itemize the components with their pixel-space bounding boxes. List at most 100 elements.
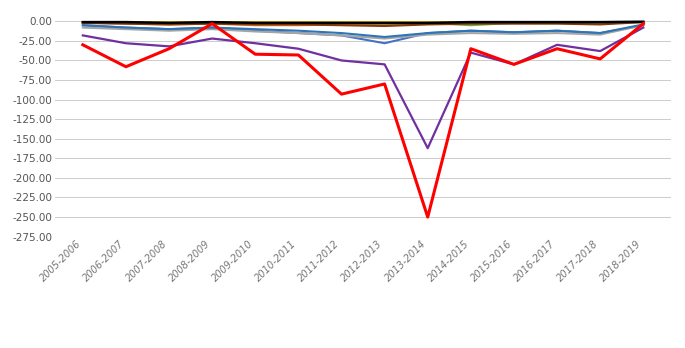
Total: [466, 47, 475, 51]
Diesel oil: [380, 62, 388, 66]
Coke: [596, 21, 604, 25]
Petrol: [553, 31, 561, 35]
Coke: [295, 23, 303, 27]
Total: [596, 57, 604, 61]
Kerosene: [295, 20, 303, 24]
Coke: [510, 21, 518, 25]
Fuel oil: [423, 21, 432, 25]
Diesel oil: [122, 41, 130, 45]
Raw coal: [295, 31, 303, 35]
Coke: [79, 21, 87, 25]
Natural gas: [79, 21, 87, 25]
Liquid gas: [380, 35, 388, 39]
Kerosene: [466, 20, 475, 24]
Total: [251, 52, 260, 56]
Electricity: [338, 21, 346, 25]
Electricity: [165, 21, 173, 25]
Electricity: [208, 20, 216, 24]
Diesel oil: [510, 62, 518, 66]
Liquid gas: [165, 27, 173, 31]
Diesel oil: [251, 41, 260, 45]
Fuel oil: [251, 21, 260, 25]
Fuel oil: [466, 23, 475, 27]
Petrol: [79, 25, 87, 30]
Line: Liquid gas: Liquid gas: [83, 24, 643, 37]
Raw coal: [208, 25, 216, 30]
Liquid gas: [596, 31, 604, 35]
Petrol: [122, 27, 130, 31]
Electricity: [79, 20, 87, 24]
Liquid gas: [423, 31, 432, 35]
Petrol: [165, 29, 173, 33]
Liquid gas: [122, 25, 130, 30]
Petrol: [295, 31, 303, 35]
Fuel oil: [208, 21, 216, 25]
Line: Fuel oil: Fuel oil: [83, 22, 643, 25]
Coke: [251, 23, 260, 27]
Petrol: [338, 33, 346, 38]
Natural gas: [208, 22, 216, 26]
Diesel oil: [295, 47, 303, 51]
Line: Coke: Coke: [83, 22, 643, 25]
Natural gas: [122, 22, 130, 26]
Raw coal: [165, 27, 173, 31]
Diesel oil: [208, 37, 216, 41]
Total: [553, 47, 561, 51]
Liquid gas: [639, 22, 647, 26]
Total: [423, 215, 432, 219]
Diesel oil: [79, 33, 87, 38]
Diesel oil: [165, 44, 173, 48]
Raw coal: [251, 29, 260, 33]
Kerosene: [510, 21, 518, 25]
Kerosene: [122, 20, 130, 24]
Line: Raw coal: Raw coal: [83, 25, 643, 43]
Liquid gas: [510, 30, 518, 34]
Liquid gas: [338, 31, 346, 35]
Fuel oil: [79, 20, 87, 24]
Kerosene: [165, 20, 173, 24]
Total: [208, 22, 216, 26]
Liquid gas: [208, 25, 216, 30]
Natural gas: [380, 24, 388, 28]
Electricity: [122, 20, 130, 24]
Fuel oil: [338, 21, 346, 25]
Kerosene: [251, 20, 260, 24]
Natural gas: [165, 22, 173, 26]
Kerosene: [79, 20, 87, 24]
Fuel oil: [639, 20, 647, 24]
Fuel oil: [295, 21, 303, 25]
Raw coal: [553, 29, 561, 33]
Electricity: [423, 21, 432, 25]
Kerosene: [639, 20, 647, 24]
Kerosene: [423, 20, 432, 24]
Electricity: [553, 20, 561, 24]
Coke: [639, 20, 647, 24]
Line: Petrol: Petrol: [83, 25, 643, 39]
Coke: [380, 23, 388, 27]
Natural gas: [423, 22, 432, 26]
Diesel oil: [466, 50, 475, 55]
Petrol: [596, 33, 604, 37]
Fuel oil: [596, 21, 604, 25]
Line: Electricity: Electricity: [83, 22, 643, 23]
Natural gas: [596, 22, 604, 26]
Petrol: [208, 27, 216, 31]
Total: [295, 53, 303, 57]
Coke: [165, 22, 173, 26]
Raw coal: [122, 25, 130, 30]
Coke: [208, 22, 216, 26]
Electricity: [295, 21, 303, 25]
Natural gas: [295, 22, 303, 26]
Electricity: [639, 19, 647, 24]
Natural gas: [510, 22, 518, 26]
Kerosene: [596, 20, 604, 24]
Petrol: [423, 33, 432, 37]
Fuel oil: [165, 21, 173, 25]
Total: [510, 62, 518, 66]
Petrol: [466, 31, 475, 35]
Kerosene: [338, 20, 346, 24]
Liquid gas: [466, 29, 475, 33]
Kerosene: [553, 20, 561, 24]
Total: [380, 82, 388, 86]
Petrol: [639, 23, 647, 27]
